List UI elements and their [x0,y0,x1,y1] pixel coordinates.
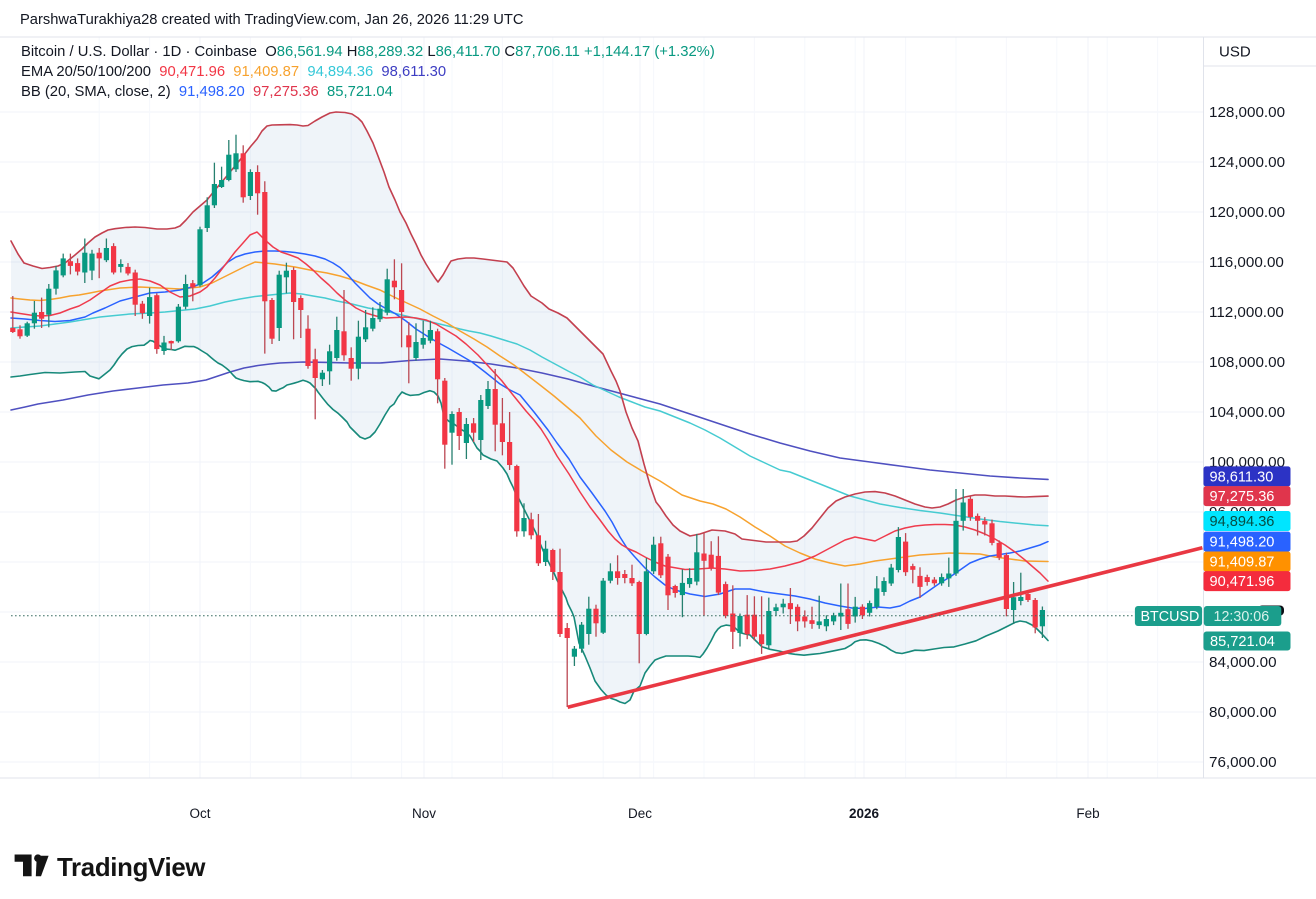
svg-text:84,000.00: 84,000.00 [1209,654,1277,671]
svg-text:76,000.00: 76,000.00 [1209,754,1277,771]
svg-text:EMA 20/50/100/200 90,471.96: EMA 20/50/100/200 90,471.96 91,409.87 94… [21,64,446,80]
svg-text:98,611.30: 98,611.30 [1210,469,1274,485]
svg-text:Dec: Dec [628,806,652,821]
svg-text:12:30:06: 12:30:06 [1214,609,1270,625]
svg-text:TradingView: TradingView [57,854,206,882]
svg-text:97,275.36: 97,275.36 [1210,489,1275,505]
svg-text:Feb: Feb [1076,806,1099,821]
svg-text:80,000.00: 80,000.00 [1209,704,1277,721]
svg-text:91,498.20: 91,498.20 [1210,535,1275,551]
svg-text:120,000.00: 120,000.00 [1209,204,1285,221]
svg-text:2026: 2026 [849,806,880,821]
svg-text:116,000.00: 116,000.00 [1209,254,1284,271]
svg-text:128,000.00: 128,000.00 [1209,104,1285,121]
svg-text:Bitcoin / U.S. Dollar · 1D · C: Bitcoin / U.S. Dollar · 1D · Coinbase O8… [21,44,715,60]
svg-text:91,409.87: 91,409.87 [1210,555,1275,571]
svg-text:104,000.00: 104,000.00 [1209,404,1285,421]
svg-text:90,471.96: 90,471.96 [1210,574,1275,590]
svg-text:85,721.04: 85,721.04 [1210,634,1275,650]
svg-text:BB (20, SMA, close, 2) 91,498: BB (20, SMA, close, 2) 91,498.20 97,275.… [21,84,393,100]
svg-text:USD: USD [1219,44,1251,61]
svg-text:112,000.00: 112,000.00 [1209,304,1284,321]
svg-text:108,000.00: 108,000.00 [1209,354,1285,371]
svg-text:Oct: Oct [189,806,210,821]
svg-text:124,000.00: 124,000.00 [1209,154,1285,171]
svg-text:94,894.36: 94,894.36 [1210,514,1275,530]
svg-text:ParshwaTurakhiya28 created wit: ParshwaTurakhiya28 created with TradingV… [20,12,524,28]
svg-text:Nov: Nov [412,806,436,821]
svg-text:BTCUSD: BTCUSD [1141,609,1200,625]
